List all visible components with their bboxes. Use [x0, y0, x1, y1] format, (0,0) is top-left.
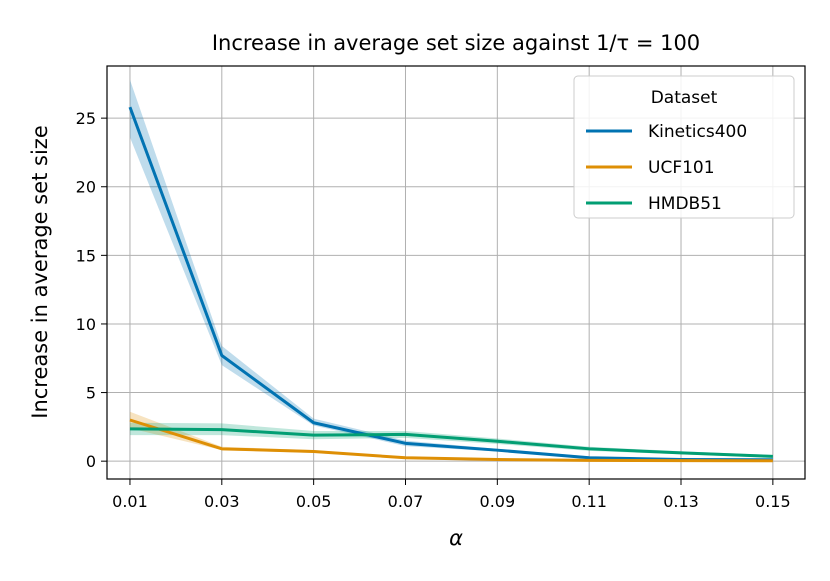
x-tick-label: 0.11: [571, 492, 607, 511]
series-lines: [128, 106, 773, 463]
y-tick-label: 25: [76, 109, 96, 128]
ucf101-line: [129, 418, 773, 463]
y-tick-label: 10: [76, 315, 96, 334]
x-axis-label: α: [449, 526, 463, 550]
x-tick-label: 0.07: [388, 492, 424, 511]
y-axis-label: Increase in average set size: [28, 125, 52, 419]
legend-entry: HMDB51: [648, 194, 722, 214]
y-axis-ticks: 0 5 10 15 20 25: [76, 109, 107, 471]
legend: Dataset Kinetics400 UCF101 HMDB51: [573, 75, 795, 219]
x-tick-label: 0.01: [112, 492, 148, 511]
x-tick-label: 0.05: [296, 492, 332, 511]
legend-title: Dataset: [651, 88, 718, 108]
chart-title: Increase in average set size against 1/τ…: [212, 31, 700, 55]
legend-entry: UCF101: [648, 158, 715, 178]
x-tick-label: 0.09: [480, 492, 516, 511]
legend-entry: Kinetics400: [648, 122, 747, 142]
y-tick-label: 5: [86, 384, 96, 403]
x-tick-label: 0.03: [204, 492, 240, 511]
x-tick-label: 0.13: [663, 492, 699, 511]
plot-frame: [106, 65, 806, 480]
x-tick-label: 0.15: [755, 492, 791, 511]
y-tick-label: 15: [76, 246, 96, 265]
hmdb51-line: [129, 427, 773, 458]
x-axis-ticks: 0.01 0.03 0.05 0.07 0.09 0.11 0.13 0.15: [112, 479, 791, 511]
y-tick-label: 20: [76, 178, 96, 197]
legend-box: [573, 75, 795, 219]
y-tick-label: 0: [86, 452, 96, 471]
